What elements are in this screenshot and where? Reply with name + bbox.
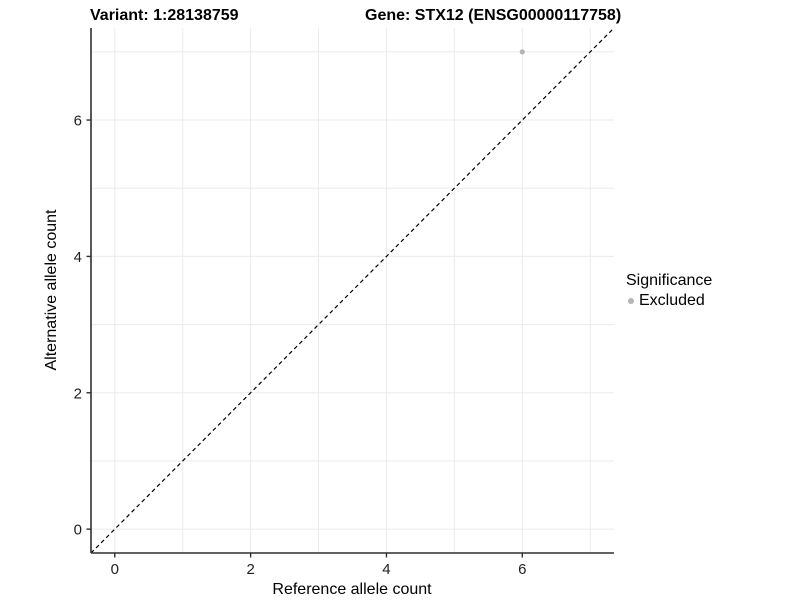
legend-items: Excluded — [626, 292, 712, 310]
identity-line — [90, 27, 615, 554]
x-axis-title: Reference allele count — [272, 581, 432, 598]
y-axis-title: Alternative allele count — [43, 209, 60, 371]
x-tick-label: 6 — [518, 561, 526, 578]
legend: Significance Excluded — [626, 272, 712, 310]
data-point — [519, 49, 525, 55]
x-tick-label: 0 — [111, 561, 119, 578]
x-tick-label: 4 — [382, 561, 390, 578]
plot-title-variant: Variant: 1:28138759 — [90, 7, 239, 24]
legend-item-label: Excluded — [639, 292, 705, 309]
y-tick-label: 2 — [74, 385, 82, 402]
legend-title: Significance — [626, 272, 713, 289]
y-tick-label: 0 — [74, 522, 82, 539]
y-tick-label: 6 — [74, 113, 82, 130]
plot-title-gene: Gene: STX12 (ENSG00000117758) — [365, 7, 622, 24]
legend-item: Excluded — [626, 292, 712, 310]
x-tick-label: 2 — [246, 561, 254, 578]
legend-key-dot — [628, 298, 634, 304]
y-tick-label: 4 — [74, 249, 82, 266]
